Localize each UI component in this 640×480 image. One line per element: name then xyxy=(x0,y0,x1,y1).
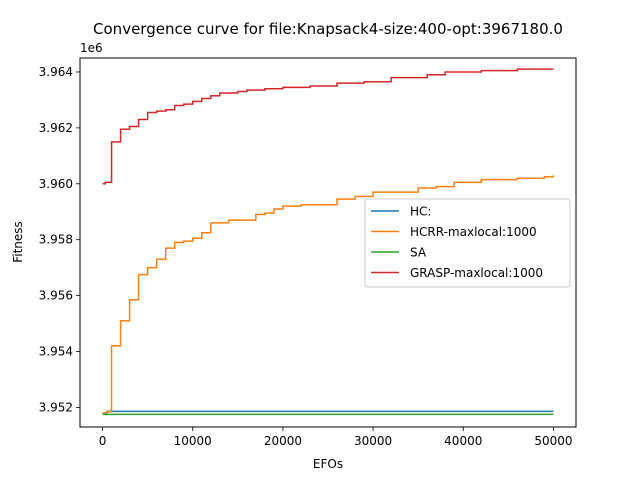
legend-box xyxy=(364,198,571,288)
y-tick-label: 3.962 xyxy=(39,121,73,135)
y-tick-label: 3.960 xyxy=(39,177,73,191)
y-tick-label: 3.964 xyxy=(39,65,73,79)
legend-items: HC: HCRR-maxlocal:1000 SA GRASP-maxlocal:10… xyxy=(371,205,543,280)
legend-label-2: SA xyxy=(410,246,427,260)
x-tick-label: 20000 xyxy=(264,434,302,448)
x-axis-label: EFOs xyxy=(313,457,343,471)
y-tick-label: 3.956 xyxy=(39,289,73,303)
legend: HC: HCRR-maxlocal:1000 SA GRASP-maxlocal:10… xyxy=(364,198,571,288)
y-tick-label: 3.952 xyxy=(39,400,73,414)
series-line-1 xyxy=(102,175,555,414)
series-layer xyxy=(102,68,555,416)
y-tick-label: 3.954 xyxy=(39,345,73,359)
x-tick-label: 50000 xyxy=(534,434,572,448)
x-tick-label: 10000 xyxy=(174,434,212,448)
plot-frame xyxy=(79,57,577,428)
x-tick-label: 30000 xyxy=(354,434,392,448)
x-tick-label: 0 xyxy=(99,434,107,448)
x-axis-ticks: 0 10000 20000 30000 40000 50000 xyxy=(99,427,573,448)
legend-label-3: GRASP-maxlocal:1000 xyxy=(410,266,543,280)
legend-label-1: HCRR-maxlocal:1000 xyxy=(410,225,537,239)
y-axis-label: Fitness xyxy=(11,221,25,263)
series-line-3 xyxy=(102,68,554,185)
chart-title: Convergence curve for file:Knapsack4-siz… xyxy=(93,20,563,38)
legend-label-0: HC: xyxy=(410,205,431,219)
y-tick-label: 3.958 xyxy=(39,233,73,247)
y-axis-offset-label: 1e6 xyxy=(80,41,103,55)
x-tick-label: 40000 xyxy=(444,434,482,448)
y-axis-ticks: 3.952 3.954 3.956 3.958 3.960 3.962 3.964 xyxy=(39,65,80,414)
